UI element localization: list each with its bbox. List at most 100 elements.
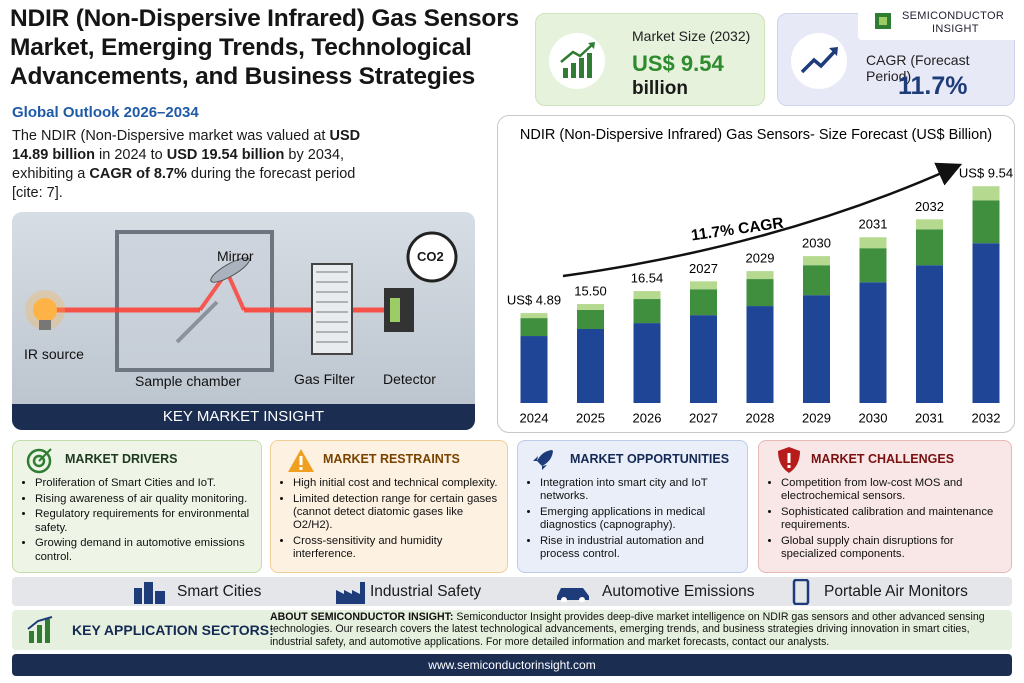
bar-segment xyxy=(859,237,887,249)
warning-icon xyxy=(288,449,314,472)
application: Smart Cities xyxy=(177,583,262,600)
bar-label: 15.50 xyxy=(574,283,607,298)
intro-text: USD 19.54 billion xyxy=(166,147,285,163)
bullet: Global supply chain disruptions for spec… xyxy=(781,535,1003,561)
section-box: MARKET DRIVERS Proliferation of Smart Cit… xyxy=(12,440,262,573)
subtitle: Global Outlook 2026–2034 xyxy=(12,104,199,121)
bar-segment xyxy=(633,299,661,324)
kpi-value: 11.7% xyxy=(898,72,968,100)
diagram-caption: KEY MARKET INSIGHT xyxy=(12,404,475,430)
section-title: MARKET RESTRAINTS xyxy=(323,452,460,466)
section-list: High initial cost and technical complexi… xyxy=(279,477,499,561)
logo-text: INSIGHT xyxy=(932,23,979,35)
bullet: Limited detection range for certain gase… xyxy=(293,493,499,533)
diagram-art xyxy=(25,230,458,372)
footer: www.semiconductorinsight.com xyxy=(12,654,1012,676)
bar-segment xyxy=(859,248,887,283)
section-list: Integration into smart city and IoT netw… xyxy=(526,477,739,561)
bar-label: 2027 xyxy=(689,261,718,276)
sectors-row: KEY APPLICATION SECTORS: ABOUT SEMICONDU… xyxy=(12,610,1012,650)
bar-label: 2030 xyxy=(802,236,831,251)
bar-segment xyxy=(916,265,943,403)
factory-icon xyxy=(336,582,365,604)
x-tick-label: 2030 xyxy=(859,410,888,425)
bar-segment xyxy=(690,289,717,316)
shield-icon xyxy=(778,447,800,473)
bar-segment xyxy=(916,219,943,230)
x-tick-label: 2029 xyxy=(802,410,831,425)
bar-segment xyxy=(690,281,717,290)
device-icon xyxy=(792,579,810,605)
section-title: MARKET DRIVERS xyxy=(65,452,178,466)
intro-text: USD 14.89 billion xyxy=(12,128,361,163)
application: Automotive Emissions xyxy=(602,583,755,600)
bar-segment xyxy=(916,229,943,266)
kpi-value: US$ 9.54 xyxy=(632,51,724,76)
kpi-unit: billion xyxy=(632,78,688,99)
x-tick-label: 2028 xyxy=(746,410,775,425)
bar-segment xyxy=(859,282,887,403)
intro: The NDIR (Non-Dispersive market was valu… xyxy=(12,127,387,203)
intro-text: The NDIR (Non-Dispersive market was valu… xyxy=(12,128,330,144)
car-icon xyxy=(557,588,589,602)
bar-segment xyxy=(746,306,774,403)
bar-label: 16.54 xyxy=(631,271,664,286)
x-tick-label: 2032 xyxy=(972,410,1001,425)
sectors-icon xyxy=(27,616,53,643)
diagram-label: Detector xyxy=(383,371,436,387)
diagram-label: Sample chamber xyxy=(135,373,241,389)
bar-segment xyxy=(520,318,548,337)
bar-label: US$ 4.89 xyxy=(507,293,561,308)
intro-text: in 2024 to xyxy=(95,147,167,163)
sectors-heading: KEY APPLICATION SECTORS: xyxy=(72,622,274,638)
bar-segment xyxy=(520,336,548,403)
bar-segment xyxy=(520,313,548,319)
intro-text: during the forecast period [cite: 7]. xyxy=(12,166,356,201)
kpi-card: Market Size (2032) US$ 9.54 billion xyxy=(535,13,765,106)
rocket-icon xyxy=(533,450,553,470)
growth-icon xyxy=(549,33,605,89)
bar-segment xyxy=(972,200,1000,244)
about: ABOUT SEMICONDUCTOR INSIGHT: Semiconduct… xyxy=(270,611,1012,648)
x-tick-label: 2031 xyxy=(915,410,944,425)
bar-segment xyxy=(803,256,830,266)
kpi-label: CAGR (Forecast Period) xyxy=(866,52,970,84)
application: Portable Air Monitors xyxy=(824,583,968,600)
bullet: Rising awareness of air quality monitori… xyxy=(35,493,253,506)
chart-title: NDIR (Non-Dispersive Infrared) Gas Senso… xyxy=(520,127,992,143)
bar-segment xyxy=(972,243,1000,403)
x-tick-label: 2026 xyxy=(633,410,662,425)
bar-label: 2032 xyxy=(915,199,944,214)
logo-text: SEMICONDUCTOR xyxy=(902,10,1005,22)
kpi-label: Market Size (2032) xyxy=(632,28,751,44)
title: NDIR (Non-Dispersive Infrared) Gas Senso… xyxy=(10,5,519,90)
bar-segment xyxy=(577,309,604,329)
section-box: MARKET OPPORTUNITIES Integration into sma… xyxy=(517,440,748,573)
bullet: Proliferation of Smart Cities and IoT. xyxy=(35,477,253,490)
footer-url: www.semiconductorinsight.com xyxy=(428,658,596,672)
bullet: Sophisticated calibration and maintenanc… xyxy=(781,506,1003,532)
bar-segment xyxy=(803,295,830,403)
bar-segment xyxy=(577,328,604,403)
bullet: High initial cost and technical complexi… xyxy=(293,477,499,490)
bar-segment xyxy=(633,291,661,300)
section-title: MARKET OPPORTUNITIES xyxy=(570,452,730,466)
x-tick-label: 2025 xyxy=(576,410,605,425)
section-box: MARKET RESTRAINTS High initial cost and t… xyxy=(270,440,508,573)
sensor-diagram: Mirror CO2 IR source Sample chamber Gas … xyxy=(12,212,475,430)
bullet: Integration into smart city and IoT netw… xyxy=(540,477,739,503)
bar-label: US$ 9.54 xyxy=(959,166,1013,181)
diagram-label: Gas Filter xyxy=(294,371,355,387)
application-strip: Smart Cities Industrial Safety Automotiv… xyxy=(12,577,1012,606)
x-tick-label: 2024 xyxy=(520,410,549,425)
city-icon xyxy=(134,582,165,604)
bullet: Emerging applications in medical diagnos… xyxy=(540,506,739,532)
bar-segment xyxy=(690,315,717,403)
section-list: Proliferation of Smart Cities and IoT. Ri… xyxy=(21,477,253,564)
cagr-arrow xyxy=(562,162,963,278)
bullet: Growing demand in automotive emissions c… xyxy=(35,537,253,563)
cagr-annotation: 11.7% CAGR xyxy=(690,215,785,245)
bar-segment xyxy=(633,323,661,403)
